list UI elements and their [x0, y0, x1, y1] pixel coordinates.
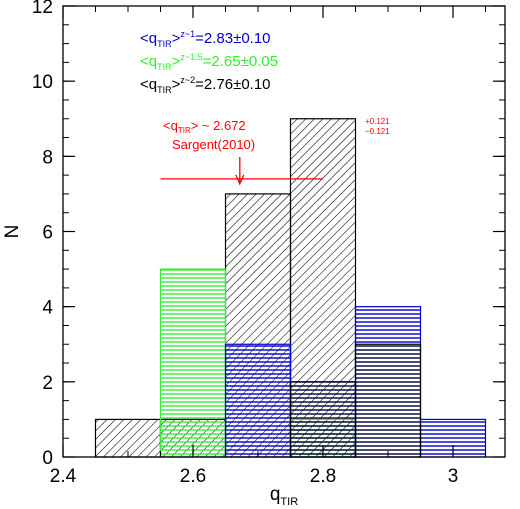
y-tick-label: 2	[42, 373, 53, 394]
legend-bracket: >	[172, 76, 181, 93]
y-tick-label: 10	[32, 72, 53, 93]
y-tick-label: 6	[42, 223, 53, 244]
y-tick-label: 0	[42, 448, 53, 469]
legend-prefix: <q	[140, 76, 157, 93]
legend: <qTIR>z~1=2.83±0.10<qTIR>z~1.5=2.65±0.05…	[140, 29, 278, 95]
annotation-arrow-head	[235, 174, 245, 186]
annotation-prefix: <q	[163, 118, 178, 133]
histogram-bar	[159, 268, 227, 458]
bars-overlap-series	[289, 343, 422, 458]
legend-bracket: >	[172, 53, 181, 70]
legend-value: =2.83±0.10	[195, 30, 270, 47]
histogram-bar	[354, 343, 422, 458]
annotation-plus-error: +0.121	[365, 117, 390, 126]
annotation-line1: <qTIR> ~ 2.672	[163, 118, 246, 135]
x-axis-label-main: q	[270, 484, 281, 505]
legend-value: =2.65±0.05	[203, 53, 278, 70]
legend-prefix: <q	[140, 53, 157, 70]
axis-ticks: 2.4 2.6 2.8 3 0 2 4 6 8 10 12	[32, 0, 505, 487]
legend-value: =2.76±0.10	[195, 76, 270, 93]
legend-entry: <qTIR>z~1.5=2.65±0.05	[140, 52, 278, 72]
annotation-value: > ~ 2.672	[191, 118, 246, 133]
x-tick-label: 2.8	[310, 466, 336, 487]
annotation-minus-error: −0.121	[365, 127, 390, 136]
histogram-bars	[94, 118, 487, 458]
legend-subscript: TIR	[157, 39, 172, 49]
legend-entry: <qTIR>z~2=2.76±0.10	[140, 75, 271, 95]
legend-entry: <qTIR>z~1=2.83±0.10	[140, 29, 271, 49]
sargent-annotation: <qTIR> ~ 2.672 +0.121−0.121 Sargent(2010)	[160, 117, 390, 186]
legend-prefix: <q	[140, 30, 157, 47]
legend-subscript: TIR	[157, 62, 172, 72]
x-axis-label-sub: TIR	[280, 496, 298, 508]
legend-superscript: z~1.5	[180, 52, 202, 62]
annotation-line2: Sargent(2010)	[172, 137, 255, 152]
legend-superscript: z~2	[180, 75, 195, 85]
x-tick-label: 3	[448, 466, 459, 487]
histogram-bar	[94, 418, 162, 458]
y-tick-label: 4	[42, 298, 53, 319]
x-tick-label: 2.4	[50, 466, 77, 487]
x-tick-label: 2.6	[180, 466, 206, 487]
y-tick-label: 8	[42, 147, 53, 168]
histogram-bar	[224, 343, 292, 458]
x-axis-label: qTIR	[270, 484, 298, 508]
legend-bracket: >	[172, 30, 181, 47]
y-axis-label: N	[2, 225, 23, 239]
legend-subscript: TIR	[157, 85, 172, 95]
legend-superscript: z~1	[180, 29, 195, 39]
y-tick-label: 12	[32, 0, 53, 18]
annotation-subscript: TIR	[178, 126, 191, 135]
